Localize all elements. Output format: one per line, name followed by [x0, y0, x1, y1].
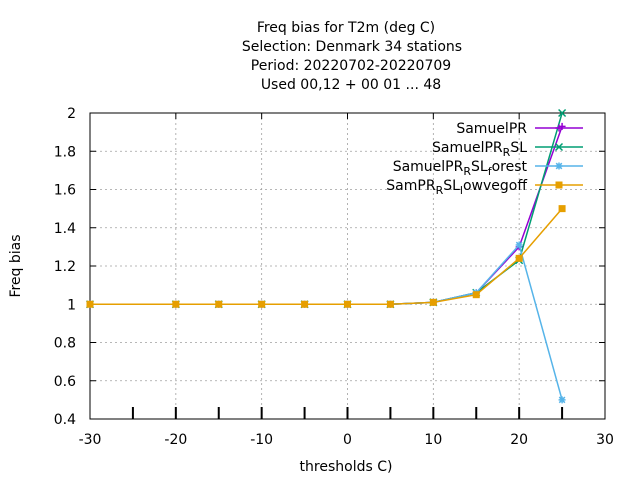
title-line-3: Period: 20220702-20220709: [251, 58, 451, 74]
series-4-point: [472, 291, 480, 299]
series-4-point: [215, 300, 223, 308]
title-line-4: Used 00,12 + 00 01 ... 48: [261, 77, 441, 93]
grid: [90, 113, 605, 419]
y-tick-label: 1.8: [54, 144, 76, 160]
x-tick-label: -10: [250, 432, 273, 448]
series-4-line: [90, 208, 563, 305]
series-3-line: [90, 243, 563, 401]
series-4-point: [172, 300, 180, 308]
series-4-point: [386, 300, 394, 308]
y-tick-label: 0.4: [54, 412, 76, 428]
series-4: [86, 205, 566, 308]
y-tick-label: 1.4: [54, 221, 76, 237]
series-4-point: [258, 300, 266, 308]
legend-marker-1: [555, 124, 563, 132]
title-line-1: Freq bias for T2m (deg C): [257, 20, 435, 36]
series-4-point: [558, 205, 566, 213]
series-4-point: [429, 298, 437, 306]
x-tick-label: 30: [596, 432, 614, 448]
legend-label-3: SamuelPRRSLforest: [393, 159, 528, 178]
x-tick-label: -30: [79, 432, 102, 448]
y-tick-label: 1: [67, 297, 76, 313]
x-tick-label: 20: [510, 432, 528, 448]
x-axis-label: thresholds C): [300, 459, 393, 475]
series-2-point: [558, 108, 567, 118]
x-tick-label: 10: [424, 432, 442, 448]
series-3-point: [515, 241, 523, 249]
legend-marker-2: [554, 142, 564, 152]
x-tick-label: -20: [164, 432, 187, 448]
series-3-point: [558, 396, 566, 404]
legend-label-4: SamPRRSLlowvegoff: [386, 178, 527, 197]
legend-label-2: SamuelPRRSL: [432, 140, 527, 159]
series-4-point: [86, 300, 94, 308]
axis-ticks: -30 -20 -10 0 10 20 30 0.4 0.6 0.8 1 1.2 1.4 1.6 1.8 2: [54, 106, 614, 448]
data-series: [85, 108, 567, 404]
legend-marker-3: [555, 162, 563, 170]
y-tick-label: 1.6: [54, 183, 76, 199]
y-tick-label: 0.8: [54, 336, 76, 352]
y-axis-label: Freq bias: [8, 234, 24, 297]
title-line-2: Selection: Denmark 34 stations: [242, 39, 462, 55]
y-tick-label: 1.2: [54, 259, 76, 275]
series-4-point: [515, 254, 523, 262]
series-4-point: [344, 300, 351, 308]
y-tick-label: 2: [67, 106, 76, 122]
legend-marker-4: [555, 181, 563, 189]
chart-title: Freq bias for T2m (deg C) Selection: Den…: [242, 20, 462, 93]
y-tick-label: 0.6: [54, 374, 76, 390]
series-4-point: [301, 300, 309, 308]
legend: SamuelPR SamuelPRRSLSamuelPRRSLforestSamP…: [386, 121, 583, 197]
legend-label-1: SamuelPR: [456, 121, 527, 137]
x-tick-label: 0: [343, 432, 352, 448]
